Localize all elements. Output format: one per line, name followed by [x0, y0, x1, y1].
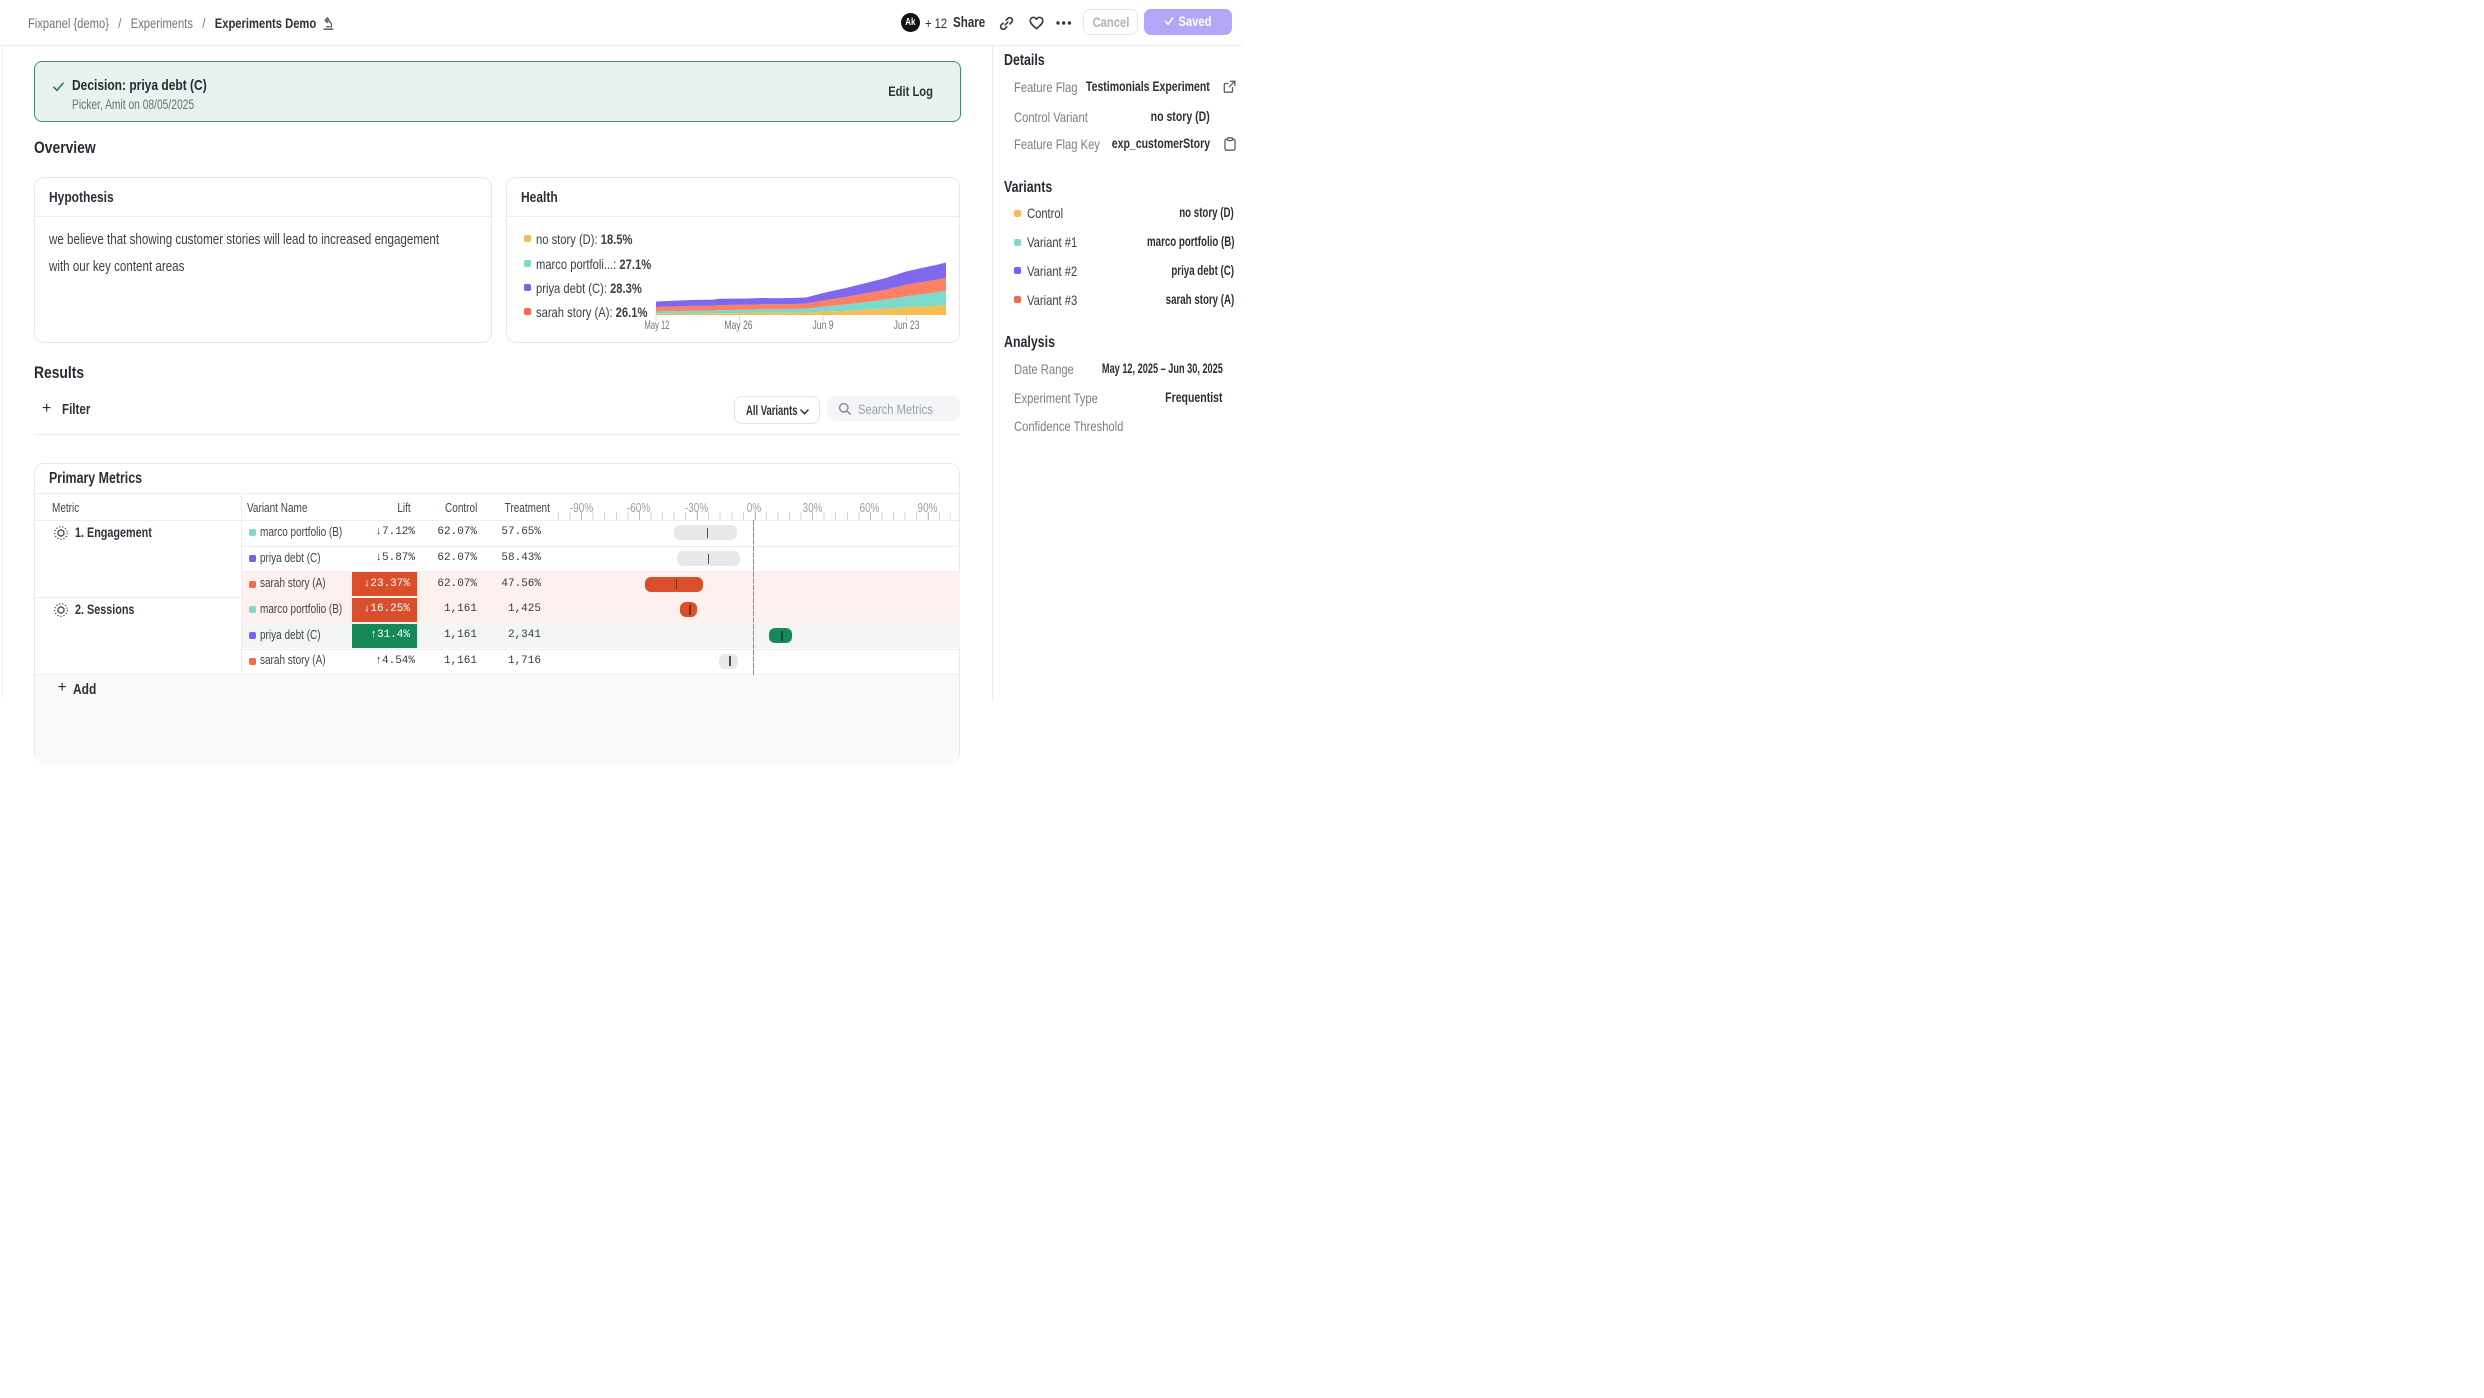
svg-text:May 12: May 12 [645, 318, 670, 332]
svg-text:May 26: May 26 [725, 318, 753, 332]
svg-text:Jun 23: Jun 23 [894, 318, 920, 332]
svg-text:Jun 9: Jun 9 [813, 318, 834, 332]
